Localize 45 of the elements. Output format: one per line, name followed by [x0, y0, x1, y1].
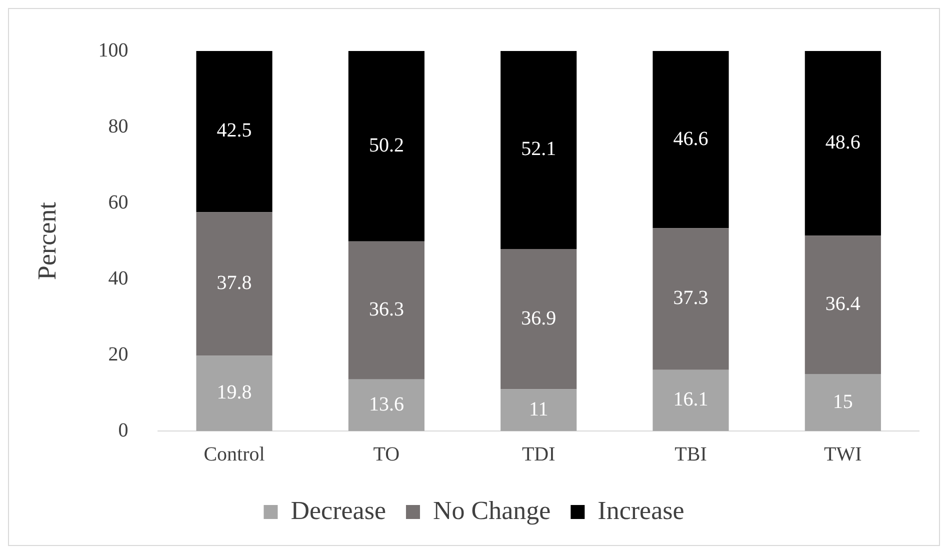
bar	[196, 212, 272, 356]
y-tick-label: 20	[108, 343, 128, 366]
data-label: 52.1	[521, 138, 556, 160]
legend-label: Increase	[598, 496, 684, 525]
bar	[348, 241, 424, 380]
data-label: 16.1	[673, 388, 708, 411]
legend-label: Decrease	[290, 496, 386, 525]
y-axis-title: Percent	[32, 201, 62, 280]
data-label: 36.4	[825, 293, 860, 316]
bar	[804, 51, 881, 236]
bar	[804, 374, 881, 431]
data-label: 48.6	[825, 132, 860, 154]
bar	[348, 51, 424, 242]
data-label: 50.2	[368, 134, 404, 156]
bar	[652, 370, 729, 431]
bar	[500, 248, 577, 390]
y-tick-label: 100	[98, 39, 128, 62]
bar	[196, 356, 272, 431]
bar	[652, 228, 729, 370]
data-label: 37.3	[673, 287, 708, 310]
data-label: 42.5	[216, 120, 252, 142]
data-label: 36.9	[521, 307, 556, 330]
x-tick-label: Control	[204, 443, 266, 466]
bar	[348, 379, 424, 431]
data-label: 11	[528, 398, 548, 420]
x-tick-label: TBI	[674, 443, 707, 466]
y-tick-label: 60	[108, 191, 128, 214]
x-tick-label: TO	[373, 443, 400, 466]
data-label: 36.3	[368, 298, 404, 321]
y-tick-label: 0	[118, 419, 128, 442]
y-tick-label: 80	[108, 115, 128, 138]
data-label: 15	[832, 390, 853, 413]
bar	[196, 51, 272, 212]
bar	[652, 51, 729, 228]
data-label: 37.8	[216, 272, 252, 294]
data-label: 13.6	[368, 393, 404, 416]
legend-label: No Change	[432, 496, 551, 525]
data-label: 46.6	[673, 128, 708, 150]
x-tick-label: TWI	[824, 443, 862, 466]
bar	[804, 236, 881, 374]
y-tick-label: 40	[108, 267, 128, 290]
bar	[500, 51, 577, 249]
bar	[500, 389, 577, 431]
x-tick-label: TDI	[522, 443, 556, 466]
data-label: 19.8	[216, 382, 252, 404]
